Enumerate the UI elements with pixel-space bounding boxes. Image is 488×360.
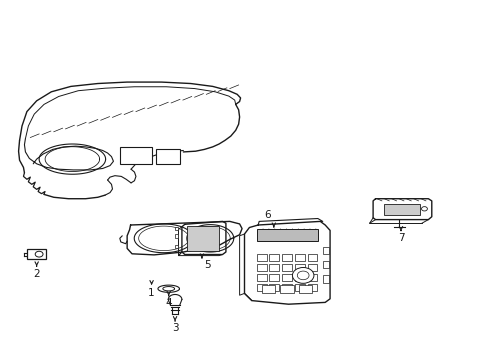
Bar [384,204,419,215]
Text: 2: 2 [33,269,40,279]
Bar [282,254,291,261]
Circle shape [35,251,43,257]
Text: 7: 7 [397,233,404,243]
Bar [256,274,266,281]
Bar [156,149,180,164]
Bar [175,245,178,248]
Bar [322,261,328,268]
Bar [256,264,266,271]
Bar [27,249,46,259]
Text: 5: 5 [204,260,211,270]
Text: 3: 3 [171,323,178,333]
Bar [322,247,328,254]
Bar [307,284,317,291]
Bar [256,284,266,291]
Bar [294,254,304,261]
Bar [120,147,151,164]
Circle shape [421,207,427,211]
Bar [175,227,178,230]
Bar [282,264,291,271]
Text: 1: 1 [148,288,155,298]
Bar [294,264,304,271]
Bar [307,254,317,261]
Bar [269,254,279,261]
Bar [256,254,266,261]
Bar [256,229,317,241]
Bar [269,284,279,291]
Text: 4: 4 [165,298,172,308]
Bar [187,226,219,251]
Text: 6: 6 [264,210,271,220]
Bar [282,284,291,291]
Bar [294,284,304,291]
Bar [269,274,279,281]
Bar [282,274,291,281]
Bar [298,285,312,293]
Bar [294,274,304,281]
Bar [175,234,178,238]
Circle shape [292,267,313,283]
Bar [280,285,293,293]
Bar [307,264,317,271]
Circle shape [297,271,308,280]
Bar [269,264,279,271]
Bar [322,275,328,283]
Bar [307,274,317,281]
Bar [261,285,275,293]
